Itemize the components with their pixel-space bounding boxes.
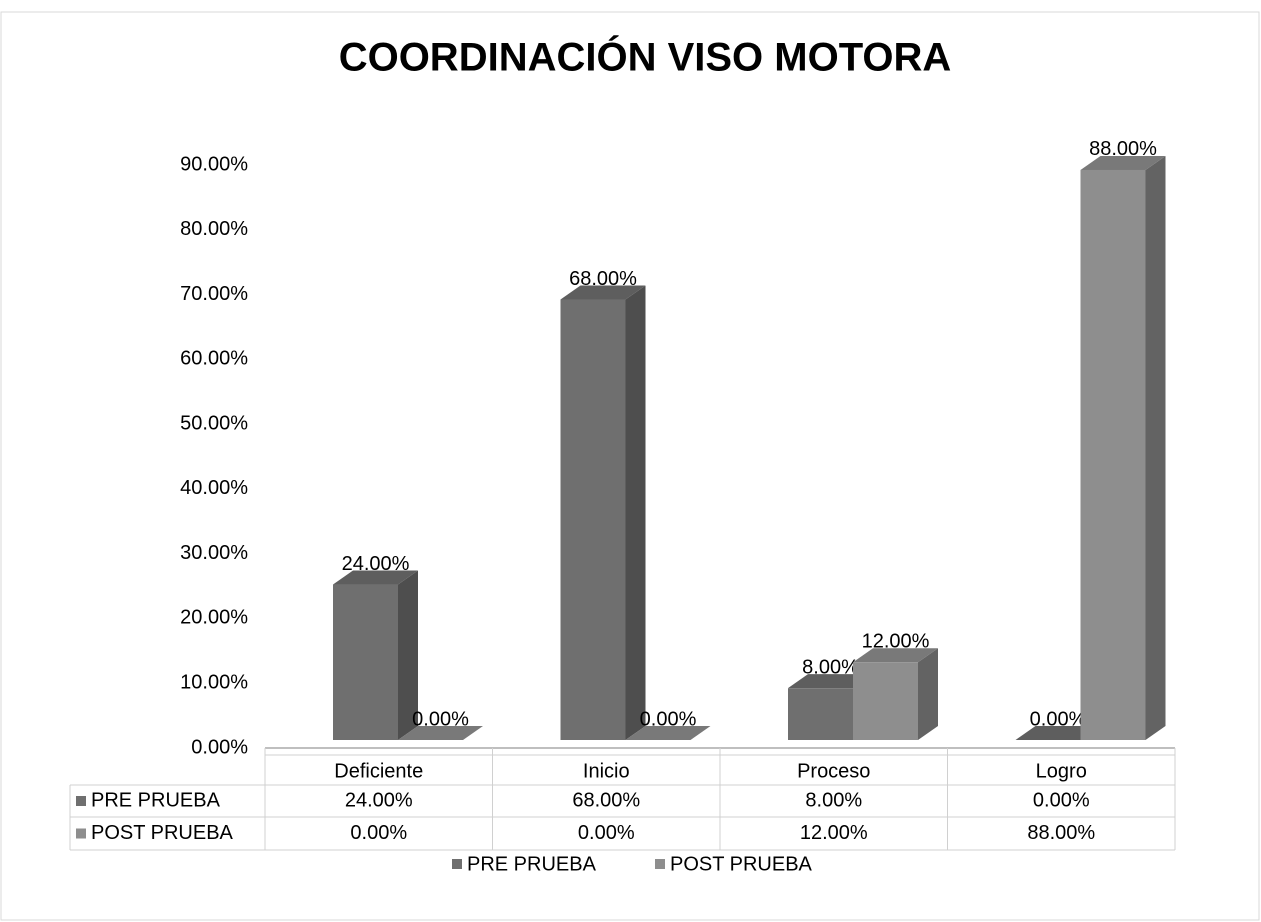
y-tick-label: 0.00% bbox=[191, 736, 248, 758]
legend-label: PRE PRUEBA bbox=[467, 853, 597, 875]
bar-face bbox=[625, 726, 711, 740]
bar bbox=[398, 726, 483, 740]
bar-face bbox=[333, 570, 418, 585]
bar-face bbox=[625, 285, 646, 740]
bar-face bbox=[853, 662, 918, 740]
x-tick-label: Proceso bbox=[797, 760, 870, 782]
data-label: 68.00% bbox=[569, 268, 637, 290]
bar bbox=[560, 285, 646, 740]
bar-face bbox=[398, 570, 418, 740]
y-tick-label: 70.00% bbox=[180, 283, 248, 305]
bar bbox=[853, 648, 938, 740]
bar-face bbox=[1015, 726, 1101, 740]
y-tick-label: 80.00% bbox=[180, 218, 248, 240]
legend-label: POST PRUEBA bbox=[670, 853, 813, 875]
legend-key bbox=[452, 859, 462, 869]
bar bbox=[1015, 726, 1101, 740]
legend-key bbox=[76, 828, 86, 839]
bar-face bbox=[560, 299, 626, 740]
bar-face bbox=[398, 726, 483, 740]
bar bbox=[1080, 155, 1166, 740]
x-tick-label: Inicio bbox=[583, 760, 630, 782]
chart-title: COORDINACIÓN VISO MOTORA bbox=[339, 34, 952, 80]
bar-face bbox=[1145, 155, 1166, 740]
table-cell: 0.00% bbox=[1033, 789, 1090, 811]
bar-face bbox=[788, 688, 853, 740]
data-label: 24.00% bbox=[342, 553, 410, 575]
legend-key bbox=[655, 859, 665, 869]
legend-key bbox=[76, 796, 86, 806]
table-cell: 0.00% bbox=[350, 822, 407, 844]
table-row-header: POST PRUEBA bbox=[91, 822, 234, 844]
y-tick-label: 30.00% bbox=[180, 542, 248, 564]
y-tick-label: 50.00% bbox=[180, 412, 248, 434]
bar-face bbox=[333, 584, 398, 740]
table-cell: 88.00% bbox=[1027, 822, 1095, 844]
table-cell: 12.00% bbox=[800, 822, 868, 844]
bar-face bbox=[560, 285, 646, 300]
data-label: 12.00% bbox=[862, 631, 930, 653]
data-label: 8.00% bbox=[802, 656, 859, 678]
bar bbox=[625, 726, 711, 740]
table-cell: 24.00% bbox=[345, 789, 413, 811]
bar-face bbox=[1080, 169, 1146, 740]
x-tick-label: Deficiente bbox=[334, 760, 423, 782]
bar-face bbox=[918, 648, 938, 740]
y-tick-label: 60.00% bbox=[180, 348, 248, 370]
bar bbox=[333, 570, 418, 740]
bar-face bbox=[1080, 155, 1166, 170]
data-label: 0.00% bbox=[1030, 708, 1087, 730]
x-tick-label: Logro bbox=[1036, 760, 1087, 782]
table-cell: 8.00% bbox=[805, 789, 862, 811]
y-tick-label: 90.00% bbox=[180, 153, 248, 175]
y-tick-label: 40.00% bbox=[180, 477, 248, 499]
table-row-header: PRE PRUEBA bbox=[91, 789, 221, 811]
data-label: 88.00% bbox=[1089, 138, 1157, 160]
y-tick-label: 10.00% bbox=[180, 672, 248, 694]
table-cell: 68.00% bbox=[572, 789, 640, 811]
data-label: 0.00% bbox=[412, 708, 469, 730]
bar-face bbox=[853, 648, 938, 663]
y-tick-label: 20.00% bbox=[180, 607, 248, 629]
table-cell: 0.00% bbox=[578, 822, 635, 844]
data-label: 0.00% bbox=[640, 708, 697, 730]
bar-face bbox=[788, 674, 873, 689]
